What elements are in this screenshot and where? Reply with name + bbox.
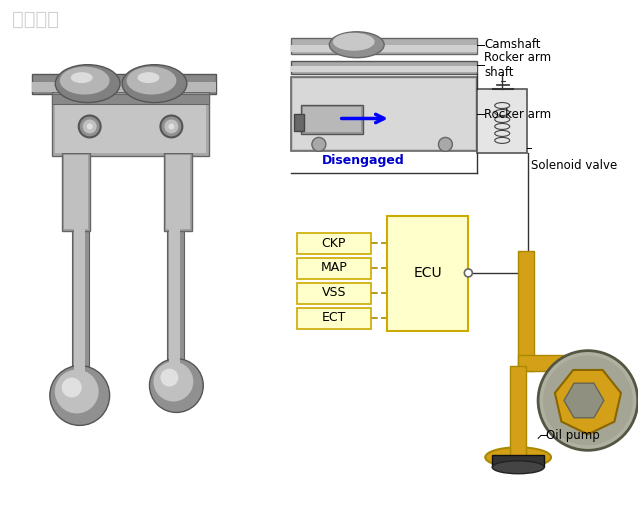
Text: Disengaged: Disengaged: [323, 154, 405, 168]
Text: 机工教育: 机工教育: [12, 10, 59, 29]
Bar: [492, 455, 544, 467]
Bar: [518, 355, 576, 370]
Ellipse shape: [492, 461, 544, 474]
Text: Camshaft: Camshaft: [484, 38, 541, 51]
Circle shape: [543, 356, 633, 445]
Circle shape: [86, 124, 93, 129]
Circle shape: [50, 365, 109, 425]
Circle shape: [164, 120, 179, 133]
Bar: [72, 154, 89, 376]
Text: Oil pump: Oil pump: [546, 429, 600, 442]
Bar: [52, 94, 209, 104]
Bar: [297, 233, 371, 254]
Ellipse shape: [138, 72, 159, 83]
Bar: [74, 156, 84, 374]
Circle shape: [62, 378, 82, 398]
Circle shape: [83, 120, 97, 133]
Bar: [170, 156, 180, 374]
Bar: [297, 283, 371, 304]
Bar: [387, 216, 468, 331]
Bar: [294, 113, 304, 131]
Text: Rocker arm
shaft: Rocker arm shaft: [484, 51, 552, 79]
Ellipse shape: [330, 32, 384, 58]
Bar: [297, 308, 371, 329]
Ellipse shape: [55, 65, 120, 103]
Bar: [52, 91, 209, 156]
Text: ECU: ECU: [413, 266, 442, 280]
Bar: [291, 77, 477, 151]
Bar: [297, 258, 371, 279]
Bar: [291, 38, 477, 54]
Text: Solenoid valve: Solenoid valve: [531, 159, 618, 172]
Bar: [55, 95, 206, 153]
Ellipse shape: [122, 65, 187, 103]
Circle shape: [438, 137, 452, 151]
Bar: [518, 251, 534, 370]
Bar: [291, 61, 477, 74]
Bar: [32, 82, 216, 91]
Text: MAP: MAP: [321, 262, 347, 274]
Circle shape: [55, 369, 99, 413]
Bar: [168, 154, 184, 376]
Bar: [164, 153, 192, 231]
Circle shape: [465, 269, 472, 277]
Bar: [293, 79, 476, 149]
Bar: [64, 155, 88, 229]
Circle shape: [154, 362, 193, 402]
Bar: [301, 105, 363, 134]
Bar: [32, 74, 216, 94]
Circle shape: [150, 359, 204, 412]
Circle shape: [168, 124, 174, 129]
Ellipse shape: [127, 66, 177, 95]
Bar: [62, 153, 90, 231]
Bar: [303, 106, 361, 132]
Bar: [291, 66, 477, 72]
Text: CKP: CKP: [322, 237, 346, 249]
Bar: [477, 88, 527, 153]
Circle shape: [161, 368, 179, 386]
Bar: [291, 45, 477, 52]
Text: ECT: ECT: [322, 311, 346, 324]
Ellipse shape: [60, 66, 109, 95]
Circle shape: [79, 115, 100, 137]
Bar: [510, 365, 526, 457]
Text: VSS: VSS: [321, 286, 346, 299]
Circle shape: [161, 115, 182, 137]
Ellipse shape: [485, 447, 551, 467]
Circle shape: [312, 137, 326, 151]
Text: Rocker arm: Rocker arm: [484, 108, 552, 121]
Bar: [166, 155, 190, 229]
Polygon shape: [564, 383, 604, 418]
Ellipse shape: [71, 72, 93, 83]
Ellipse shape: [333, 33, 374, 51]
Polygon shape: [555, 370, 621, 434]
Circle shape: [538, 351, 637, 450]
